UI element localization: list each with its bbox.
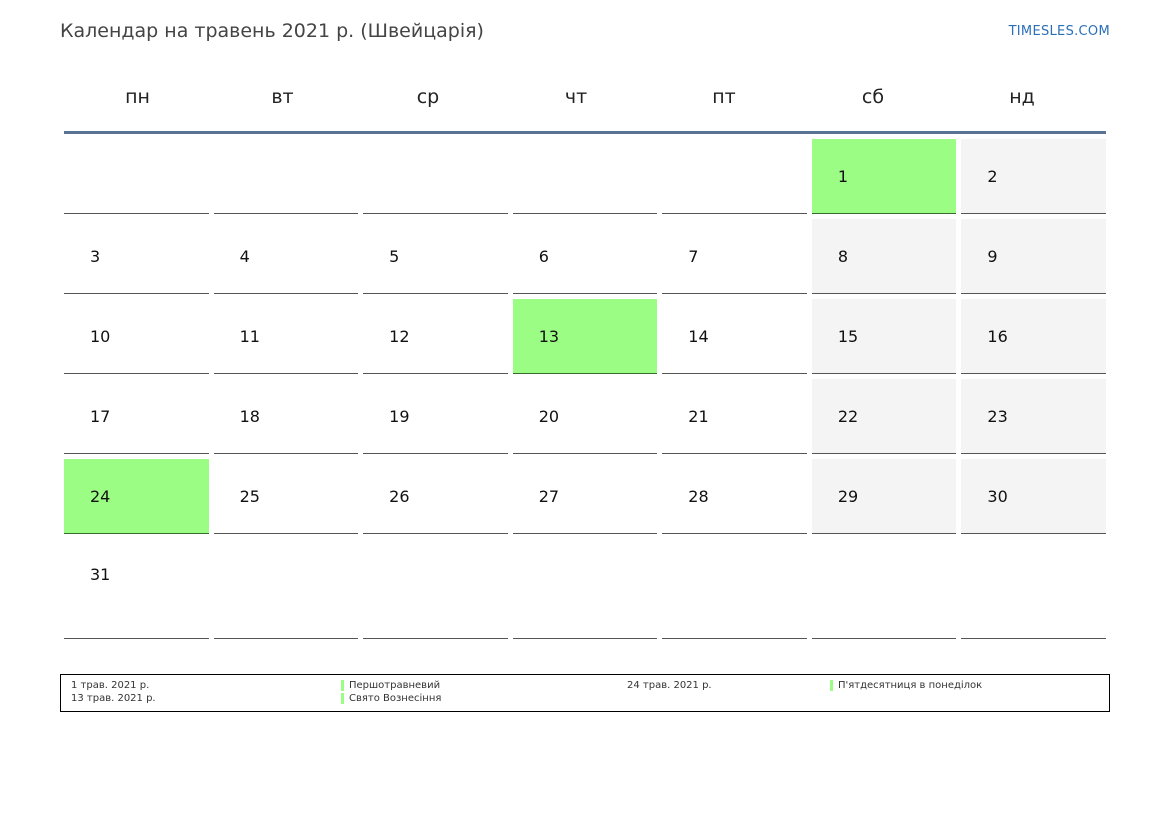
day-number: 20 <box>538 407 560 426</box>
empty-day-cell <box>213 139 359 214</box>
empty-day-cell <box>363 139 508 214</box>
day-number: 10 <box>90 327 111 346</box>
empty-day-cell <box>512 539 658 639</box>
day-number: 31 <box>90 565 111 584</box>
day-cell[interactable]: 20 <box>512 379 658 454</box>
empty-day-cell <box>662 139 807 214</box>
legend-color-marker <box>341 693 344 704</box>
day-cell[interactable]: 23 <box>961 379 1106 454</box>
day-cell[interactable]: 29 <box>811 459 957 534</box>
day-number: 22 <box>837 407 859 426</box>
legend-color-marker <box>341 680 344 691</box>
day-number: 13 <box>538 327 560 346</box>
day-cell[interactable]: 7 <box>662 219 807 294</box>
day-cell[interactable]: 18 <box>213 379 359 454</box>
day-cell[interactable]: 1 <box>811 139 957 214</box>
legend-holiday-name: Першотравневий <box>349 680 441 691</box>
day-number: 8 <box>837 247 849 266</box>
holiday-legend: 1 трав. 2021 р. Першотравневий 13 трав. … <box>60 674 1110 712</box>
day-number: 19 <box>389 407 410 426</box>
weekday-thu: чт <box>564 86 588 108</box>
day-number: 26 <box>389 487 410 506</box>
day-number: 11 <box>239 327 260 346</box>
day-cell[interactable]: 12 <box>363 299 508 374</box>
day-cell[interactable]: 28 <box>662 459 807 534</box>
calendar-grid: 1 2 3 4 5 6 7 8 9 10 11 12 13 14 15 16 17 18 19 20 21 22 23 24 2… <box>64 139 1106 639</box>
day-number: 28 <box>688 487 709 506</box>
day-number: 9 <box>987 247 998 266</box>
header-divider <box>64 131 1106 134</box>
day-number: 16 <box>987 327 1008 346</box>
day-cell[interactable]: 30 <box>961 459 1106 534</box>
day-cell[interactable]: 5 <box>363 219 508 294</box>
day-number: 30 <box>987 487 1008 506</box>
empty-day-cell <box>363 539 508 639</box>
day-cell[interactable]: 19 <box>363 379 508 454</box>
day-cell[interactable]: 9 <box>961 219 1106 294</box>
day-number: 2 <box>987 167 998 186</box>
weekday-header: пн вт ср чт пт сб нд <box>64 86 1106 108</box>
day-number: 29 <box>837 487 859 506</box>
empty-day-cell <box>662 539 807 639</box>
day-cell[interactable]: 27 <box>512 459 658 534</box>
day-cell[interactable]: 17 <box>64 379 209 454</box>
day-number: 15 <box>837 327 859 346</box>
day-cell[interactable]: 22 <box>811 379 957 454</box>
day-number: 7 <box>688 247 699 266</box>
day-number: 6 <box>538 247 549 266</box>
day-cell[interactable]: 24 <box>64 459 209 534</box>
day-number: 4 <box>239 247 250 266</box>
weekday-fri: пт <box>712 86 736 108</box>
day-cell[interactable]: 2 <box>961 139 1106 214</box>
weekday-mon: пн <box>125 86 150 108</box>
day-cell[interactable]: 3 <box>64 219 209 294</box>
legend-date: 24 трав. 2021 р. <box>627 680 712 691</box>
day-number: 17 <box>90 407 111 426</box>
day-cell[interactable]: 15 <box>811 299 957 374</box>
day-cell[interactable]: 31 <box>64 539 209 639</box>
legend-date: 13 трав. 2021 р. <box>71 693 156 704</box>
day-cell[interactable]: 14 <box>662 299 807 374</box>
day-number: 23 <box>987 407 1008 426</box>
legend-color-marker <box>830 680 833 691</box>
day-number: 18 <box>239 407 260 426</box>
day-number: 21 <box>688 407 709 426</box>
day-cell[interactable]: 10 <box>64 299 209 374</box>
day-number: 1 <box>837 167 849 186</box>
day-cell[interactable]: 21 <box>662 379 807 454</box>
day-cell[interactable]: 8 <box>811 219 957 294</box>
weekday-tue: вт <box>271 86 294 108</box>
legend-holiday-name: Свято Вознесіння <box>349 693 442 704</box>
legend-date: 1 трав. 2021 р. <box>71 680 150 691</box>
day-number: 12 <box>389 327 410 346</box>
empty-day-cell <box>512 139 658 214</box>
day-number: 3 <box>90 247 101 266</box>
day-number: 14 <box>688 327 709 346</box>
page-title: Календар на травень 2021 р. (Швейцарія) <box>60 20 484 42</box>
day-cell[interactable]: 13 <box>512 299 658 374</box>
brand-link[interactable]: TIMESLES.COM <box>1008 24 1110 39</box>
day-cell[interactable]: 16 <box>961 299 1106 374</box>
weekday-sun: нд <box>1009 86 1035 108</box>
day-number: 24 <box>90 487 111 506</box>
empty-day-cell <box>961 539 1106 639</box>
day-number: 27 <box>538 487 560 506</box>
day-cell[interactable]: 25 <box>213 459 359 534</box>
day-cell[interactable]: 4 <box>213 219 359 294</box>
day-number: 5 <box>389 247 400 266</box>
weekday-sat: сб <box>861 86 885 108</box>
day-cell[interactable]: 6 <box>512 219 658 294</box>
empty-day-cell <box>811 539 957 639</box>
day-cell[interactable]: 26 <box>363 459 508 534</box>
legend-holiday-name: П'ятдесятниця в понеділок <box>838 680 983 691</box>
day-number: 25 <box>239 487 260 506</box>
weekday-wed: ср <box>416 86 440 108</box>
empty-day-cell <box>213 539 359 639</box>
empty-day-cell <box>64 139 209 214</box>
day-cell[interactable]: 11 <box>213 299 359 374</box>
